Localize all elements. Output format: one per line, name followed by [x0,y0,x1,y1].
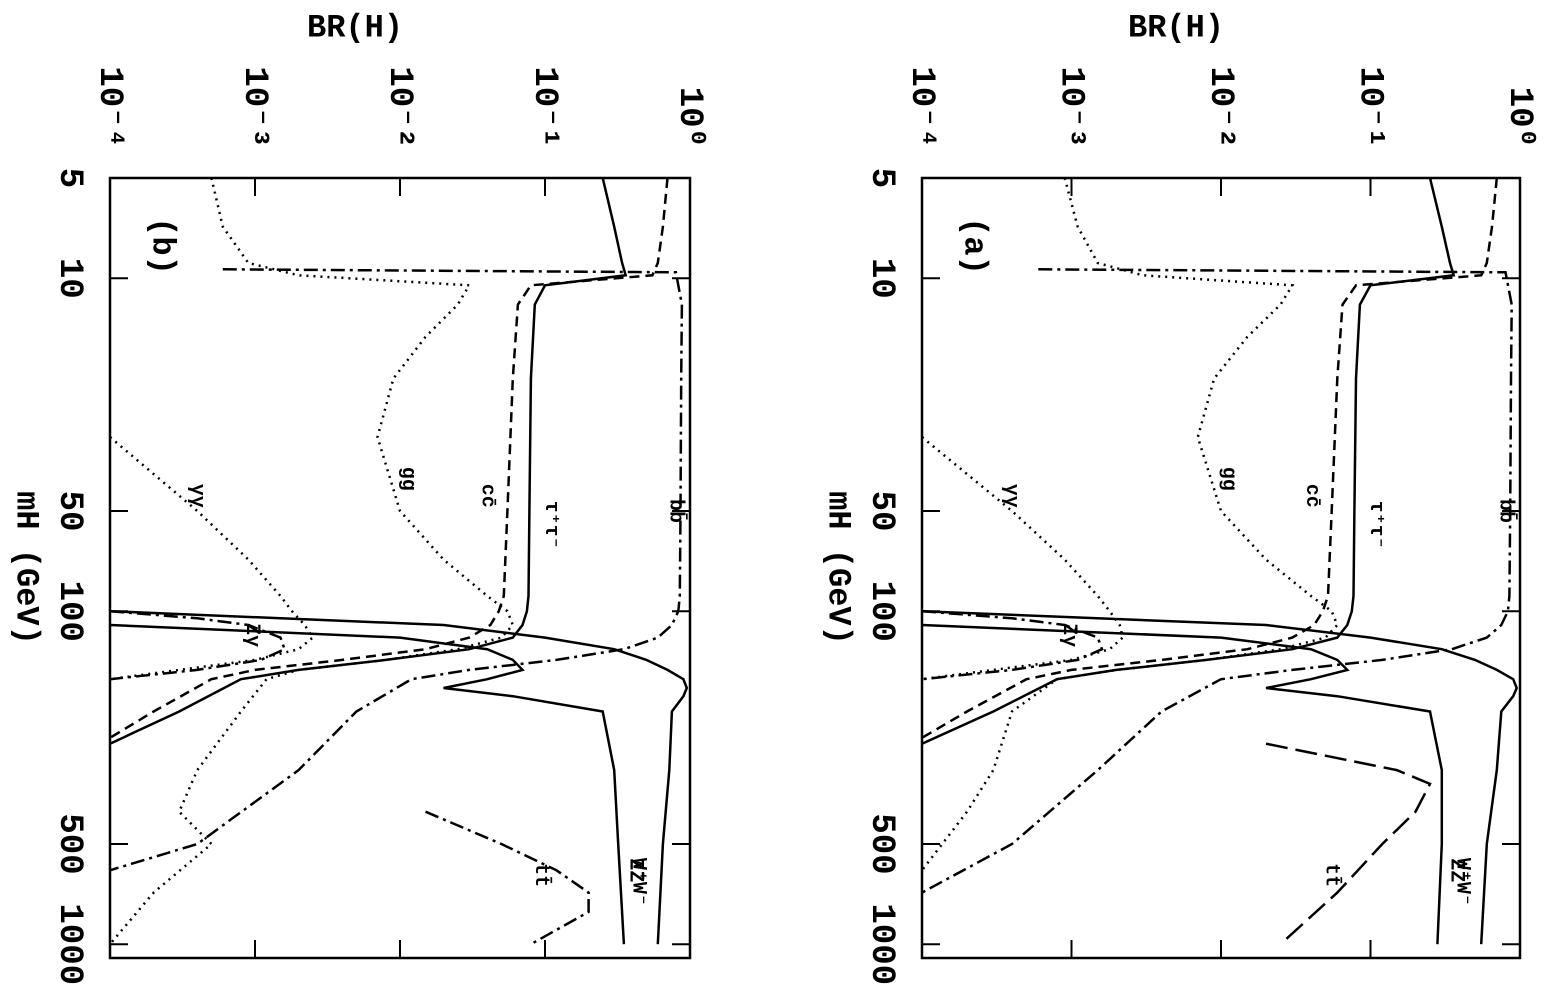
x-tick-label: 5 [862,168,900,188]
series-line [922,436,1125,681]
y-axis-label: BR(H) [1128,9,1224,46]
curve-label: gg [1217,467,1240,491]
x-axis-label: mH (GeV) [8,491,45,645]
x-tick-label: 50 [862,491,900,532]
x-axis-label: mH (GeV) [820,491,857,645]
panel: 10⁻⁴ 10⁻³ 10⁻² 10⁻¹ 10⁰ 5 10 50 100 500 1000 mH (Ge… [820,9,1538,985]
series-line [922,268,1513,894]
series-line [110,436,315,681]
y-tick-label: 10⁻⁴ [90,66,128,148]
y-tick-label: 10⁻¹ [1351,66,1389,148]
curve-label: cc̄ [1300,484,1323,508]
x-tick-label: 10 [862,258,900,299]
x-tick-label: 500 [862,813,900,874]
curve-label: τ⁺τ⁻ [539,501,562,549]
series-line [110,268,684,872]
y-tick-label: 10⁰ [1500,87,1538,148]
curve-label: gg [396,467,419,491]
curve-label: Zγ [240,623,263,647]
panel: 10⁻⁴ 10⁻³ 10⁻² 10⁻¹ 10⁰ 5 10 50 100 500 1000 mH (Ge… [8,9,708,985]
curve-label: τ⁺τ⁻ [1364,501,1387,549]
curve-label: W⁺W⁻ [1450,858,1473,906]
x-tick-label: 100 [862,581,900,642]
panel-label: (b) [144,217,181,275]
curve-label: γγ [999,484,1022,508]
series-line [110,178,515,946]
curve-label: γγ [185,484,208,508]
curve-label: Zγ [1057,623,1080,647]
y-tick-label: 10⁻² [1201,66,1239,148]
y-tick-label: 10⁻² [380,66,418,148]
x-tick-label: 1000 [50,903,88,985]
x-tick-label: 100 [50,581,88,642]
curve-label: cc̄ [476,484,499,508]
series-line [110,178,669,739]
x-tick-label: 10 [50,258,88,299]
curve-label: tt̄ [529,863,552,887]
series-line [110,178,628,745]
series-line [922,178,1456,745]
series-line [922,609,1104,681]
y-tick-label: 10⁻³ [1052,66,1090,148]
curve-label: tt̄ [1319,863,1342,887]
curve-label: W⁺W⁻ [627,858,650,906]
series-line [922,178,1339,872]
curve-label: bb̄ [1494,499,1518,523]
curve-label: ZZ [1444,858,1467,882]
x-tick-label: 500 [50,813,88,874]
plot-frame [108,176,692,960]
y-tick-label: 10⁻³ [235,66,273,148]
curve-label: ZZ [623,858,646,882]
plot-frame [920,176,1522,960]
series-line [922,609,1519,945]
curve-label: bb̄ [664,499,688,523]
x-tick-label: 1000 [862,903,900,985]
series-line [110,609,689,945]
y-tick-label: 10⁰ [670,87,708,148]
series-line [425,810,590,946]
y-tick-label: 10⁻¹ [525,66,563,148]
y-axis-label: BR(H) [307,9,403,46]
y-tick-label: 10⁻⁴ [902,66,940,148]
panel-label: (a) [956,217,993,275]
series-line [922,623,1444,945]
x-tick-label: 50 [50,491,88,532]
x-tick-label: 5 [50,168,88,188]
series-line [922,178,1499,739]
series-line [110,623,626,945]
series-line [1265,742,1432,946]
